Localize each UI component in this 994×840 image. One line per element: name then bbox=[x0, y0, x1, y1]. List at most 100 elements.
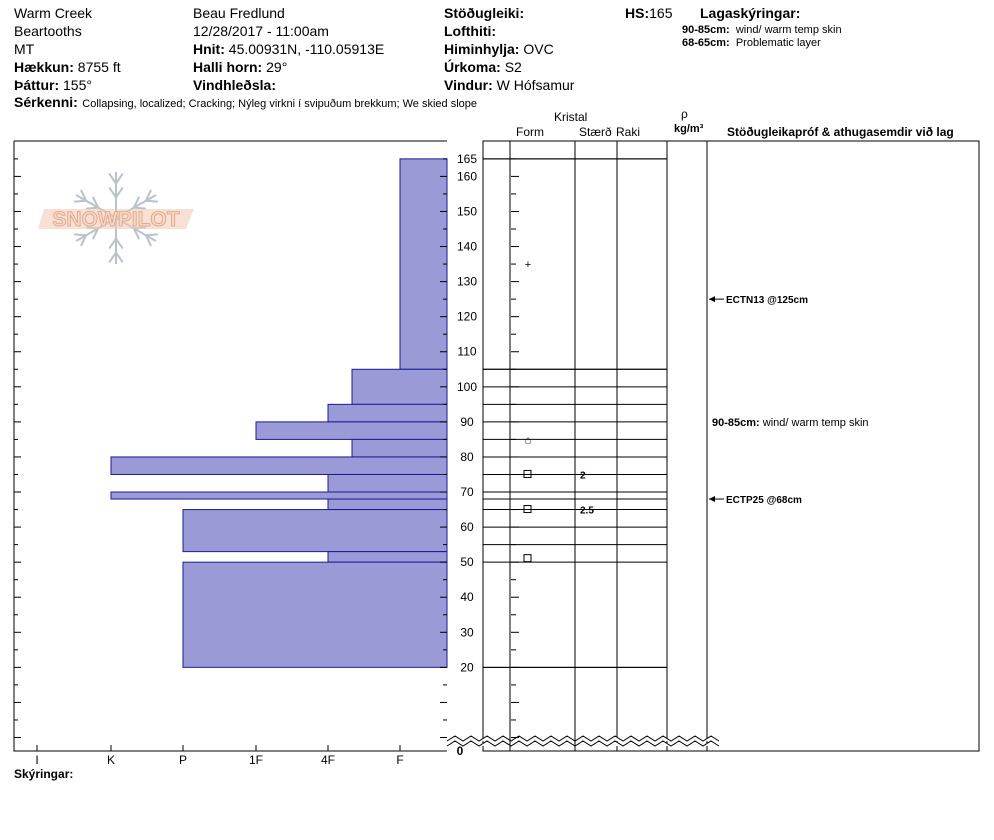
features-label: Sérkenni: bbox=[14, 94, 78, 110]
depth-tick-label: 60 bbox=[460, 520, 474, 534]
hardness-bar bbox=[351, 368, 448, 405]
hardness-bar bbox=[110, 456, 448, 475]
hardness-bar bbox=[255, 421, 448, 440]
depth-tick-label: 70 bbox=[460, 485, 474, 499]
chart-frames bbox=[13, 140, 980, 752]
crystal-size: 2 bbox=[580, 470, 586, 481]
snowflake-branch bbox=[80, 234, 88, 247]
moisture-header: Raki bbox=[616, 125, 641, 139]
depth-tick-label: 50 bbox=[460, 555, 474, 569]
axis-break bbox=[446, 735, 720, 742]
stability-row: Stöðugleiki: bbox=[444, 6, 524, 20]
hardness-bar bbox=[182, 509, 448, 553]
test-marks: ECTN13 @125cm ECTP25 @68cm 90-85cm: wind/ … bbox=[709, 295, 869, 506]
crystal-size: 2.5 bbox=[580, 506, 594, 517]
snowflake-branch bbox=[144, 234, 152, 247]
depth-tick-label: 165 bbox=[457, 152, 477, 166]
stability-label: Stöðugleiki: bbox=[444, 5, 525, 21]
profile-frame bbox=[482, 140, 980, 752]
wind-loading-row: Vindhleðsla: bbox=[193, 78, 276, 92]
aspect-label: Þáttur: bbox=[14, 77, 60, 93]
crystal-form: ⌂ bbox=[525, 434, 532, 446]
wind-label: Vindur: bbox=[444, 77, 493, 93]
layer-note-text: Problematic layer bbox=[735, 37, 821, 49]
depth-tick-label: 160 bbox=[457, 169, 477, 183]
layer-note-1: 90-85cm: wind/ warm temp skin bbox=[682, 25, 842, 36]
slope-label: Halli horn: bbox=[193, 59, 263, 75]
hardness-bar bbox=[327, 473, 448, 493]
form-header: Form bbox=[516, 125, 544, 139]
precip-label: Úrkoma: bbox=[444, 59, 501, 75]
slope-value: 29° bbox=[266, 59, 288, 75]
depth-tick-label: 110 bbox=[457, 345, 476, 359]
snowflake-icon bbox=[74, 172, 158, 264]
depth-tick-label: 150 bbox=[457, 204, 477, 218]
hardness-tick-label: 1F bbox=[249, 753, 263, 767]
snowflake-branch bbox=[145, 233, 158, 237]
logo-banner bbox=[38, 209, 194, 229]
hs-value: 165 bbox=[649, 5, 673, 21]
sky-value: OVC bbox=[523, 41, 554, 57]
snowflake-branch bbox=[108, 238, 117, 250]
snowflake-branch bbox=[133, 227, 141, 240]
wind-value: W Hófsamur bbox=[496, 77, 575, 93]
wind-loading-label: Vindhleðsla: bbox=[193, 77, 276, 93]
depth-tick-label: 100 bbox=[457, 380, 477, 394]
test-result: ECTN13 @125cm bbox=[726, 295, 808, 306]
air-temp-label: Lofthiti: bbox=[444, 23, 497, 39]
hardness-tick-label: I bbox=[35, 753, 38, 767]
snowflake-branch bbox=[115, 238, 124, 250]
snowflake-branch bbox=[108, 186, 117, 198]
depth-zero-label: 0 bbox=[457, 744, 464, 758]
snowflake-branch bbox=[145, 199, 158, 203]
layer-note-range: 68-65cm: bbox=[682, 37, 730, 49]
tests-header: Stöðugleikapróf & athugasemdir við lag bbox=[727, 125, 954, 139]
layer-lines bbox=[483, 158, 667, 668]
snowflake-branch bbox=[115, 186, 124, 198]
hardness-bar bbox=[399, 158, 448, 370]
hardness-tick-label: K bbox=[107, 753, 115, 767]
crystal-form-faceted bbox=[523, 469, 532, 478]
snowflake-branch bbox=[91, 196, 99, 209]
snowflake-branch bbox=[108, 173, 117, 185]
depth-tick-label: 140 bbox=[457, 240, 477, 254]
slope-row: Halli horn: 29° bbox=[193, 60, 287, 74]
depth-tick-label: 30 bbox=[460, 625, 474, 639]
observer: Beau Fredlund bbox=[193, 5, 285, 21]
crystal-form-faceted bbox=[523, 505, 532, 514]
elevation-value: 8755 ft bbox=[77, 59, 121, 75]
aspect-row: Þáttur: 155° bbox=[14, 78, 92, 92]
snowflake-branch bbox=[80, 189, 88, 202]
precip-row: Úrkoma: S2 bbox=[444, 60, 522, 74]
crystal-form-faceted bbox=[523, 554, 532, 563]
aspect-value: 155° bbox=[63, 77, 92, 93]
snowpilot-logo: SNOWPILOT bbox=[38, 172, 194, 264]
test-arrow-head bbox=[709, 496, 715, 503]
axis-ticks bbox=[14, 158, 519, 751]
features-value: Collapsing, localized; Cracking; Nýleg v… bbox=[82, 98, 478, 110]
notes-label: Skýringar: bbox=[14, 767, 74, 781]
axis-break bbox=[446, 740, 720, 747]
sky-label: Himinhylja: bbox=[444, 41, 520, 57]
snowflake-branch bbox=[115, 251, 124, 263]
range: Beartooths bbox=[14, 23, 82, 39]
test-arrow-head bbox=[709, 296, 715, 303]
crystal-header: Kristal bbox=[554, 110, 588, 124]
size-header: Stærð bbox=[579, 125, 612, 139]
hardness-bar bbox=[327, 498, 448, 511]
precip-value: S2 bbox=[504, 59, 522, 75]
features-row: Sérkenni: Collapsing, localized; Crackin… bbox=[14, 95, 477, 111]
layer-note-2: 68-65cm: Problematic layer bbox=[682, 38, 821, 49]
snowflake-branch bbox=[86, 206, 99, 210]
coords-label: Hnit: bbox=[193, 41, 225, 57]
snowflake-branch bbox=[133, 196, 141, 209]
depth-tick-label: 90 bbox=[460, 415, 474, 429]
depth-tick-label: 130 bbox=[457, 275, 477, 289]
wind-row: Vindur: W Hófsamur bbox=[444, 78, 574, 92]
state: MT bbox=[14, 41, 35, 57]
location: Warm Creek bbox=[14, 5, 93, 21]
density-symbol: ρ bbox=[681, 107, 688, 121]
snowflake-branch bbox=[115, 173, 124, 185]
hardness-tick-label: F bbox=[396, 753, 403, 767]
